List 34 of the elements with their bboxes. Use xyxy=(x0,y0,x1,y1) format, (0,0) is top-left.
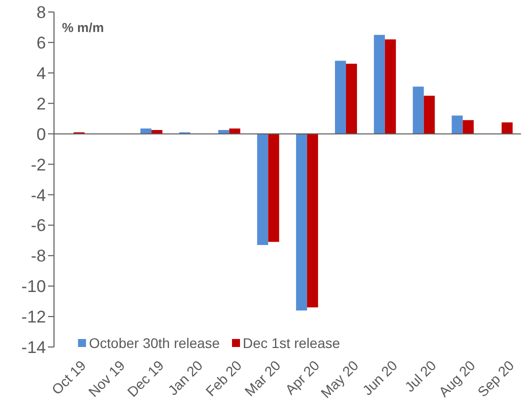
x-tick-label: Jun 20 xyxy=(359,357,400,398)
legend-label: October 30th release xyxy=(88,335,220,351)
y-tick-label: 2 xyxy=(36,94,46,114)
y-axis-title: % m/m xyxy=(62,20,104,35)
bar xyxy=(384,39,396,134)
bar xyxy=(334,60,346,134)
y-tick-label: 8 xyxy=(36,3,46,22)
legend-label: Dec 1st release xyxy=(242,335,340,351)
bar xyxy=(140,128,152,134)
bar xyxy=(502,122,513,134)
y-tick-label: -8 xyxy=(30,246,46,266)
bar xyxy=(412,86,424,134)
bar xyxy=(268,134,280,242)
y-tick-label: -4 xyxy=(30,186,46,205)
bar xyxy=(218,130,230,134)
bar xyxy=(374,34,385,134)
bar xyxy=(307,134,318,308)
bar xyxy=(424,96,435,134)
y-tick-label: -6 xyxy=(30,216,46,236)
y-tick-label: 4 xyxy=(36,64,46,83)
bar xyxy=(229,128,240,134)
x-tick-label: May 20 xyxy=(318,357,362,401)
y-tick-label: 6 xyxy=(36,33,46,52)
y-tick-label: -14 xyxy=(21,338,46,358)
y-tick-label: -12 xyxy=(21,308,46,327)
bar xyxy=(257,134,268,245)
bar xyxy=(346,64,357,134)
bar xyxy=(151,130,162,134)
bar xyxy=(296,134,308,310)
y-tick-label: -10 xyxy=(21,277,46,296)
y-tick-label: -2 xyxy=(30,155,46,174)
y-tick-label: 0 xyxy=(36,124,46,144)
bar xyxy=(452,116,463,134)
bar xyxy=(462,120,474,134)
